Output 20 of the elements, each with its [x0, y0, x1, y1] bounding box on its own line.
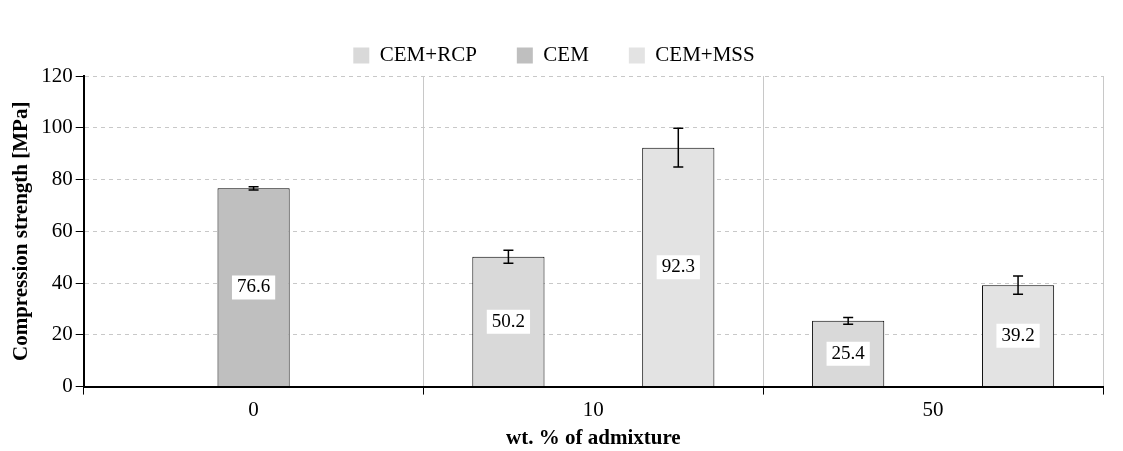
data-label: 39.2 [1001, 323, 1035, 345]
y-tick-label: 40 [51, 269, 73, 294]
y-tick-label: 0 [62, 373, 73, 398]
x-tick-label: 0 [248, 396, 259, 421]
data-label: 92.3 [661, 255, 695, 277]
y-tick-label: 80 [51, 166, 73, 191]
y-tick-label: 100 [41, 114, 73, 139]
y-tick-label: 120 [41, 62, 73, 87]
data-label: 50.2 [491, 309, 526, 331]
y-axis-title: Compression strength [MPa] [8, 101, 33, 361]
legend-label: CEM+RCP [379, 42, 477, 67]
data-label: 76.6 [236, 275, 271, 297]
legend-label: CEM+MSS [655, 42, 755, 67]
x-axis-title: wt. % of admixture [506, 424, 681, 449]
y-tick-label: 60 [51, 217, 73, 242]
data-label: 25.4 [831, 341, 866, 363]
x-tick-label: 10 [582, 396, 604, 421]
legend-label: CEM [543, 42, 590, 67]
x-tick-label: 50 [922, 396, 944, 421]
y-tick-label: 20 [51, 321, 73, 346]
